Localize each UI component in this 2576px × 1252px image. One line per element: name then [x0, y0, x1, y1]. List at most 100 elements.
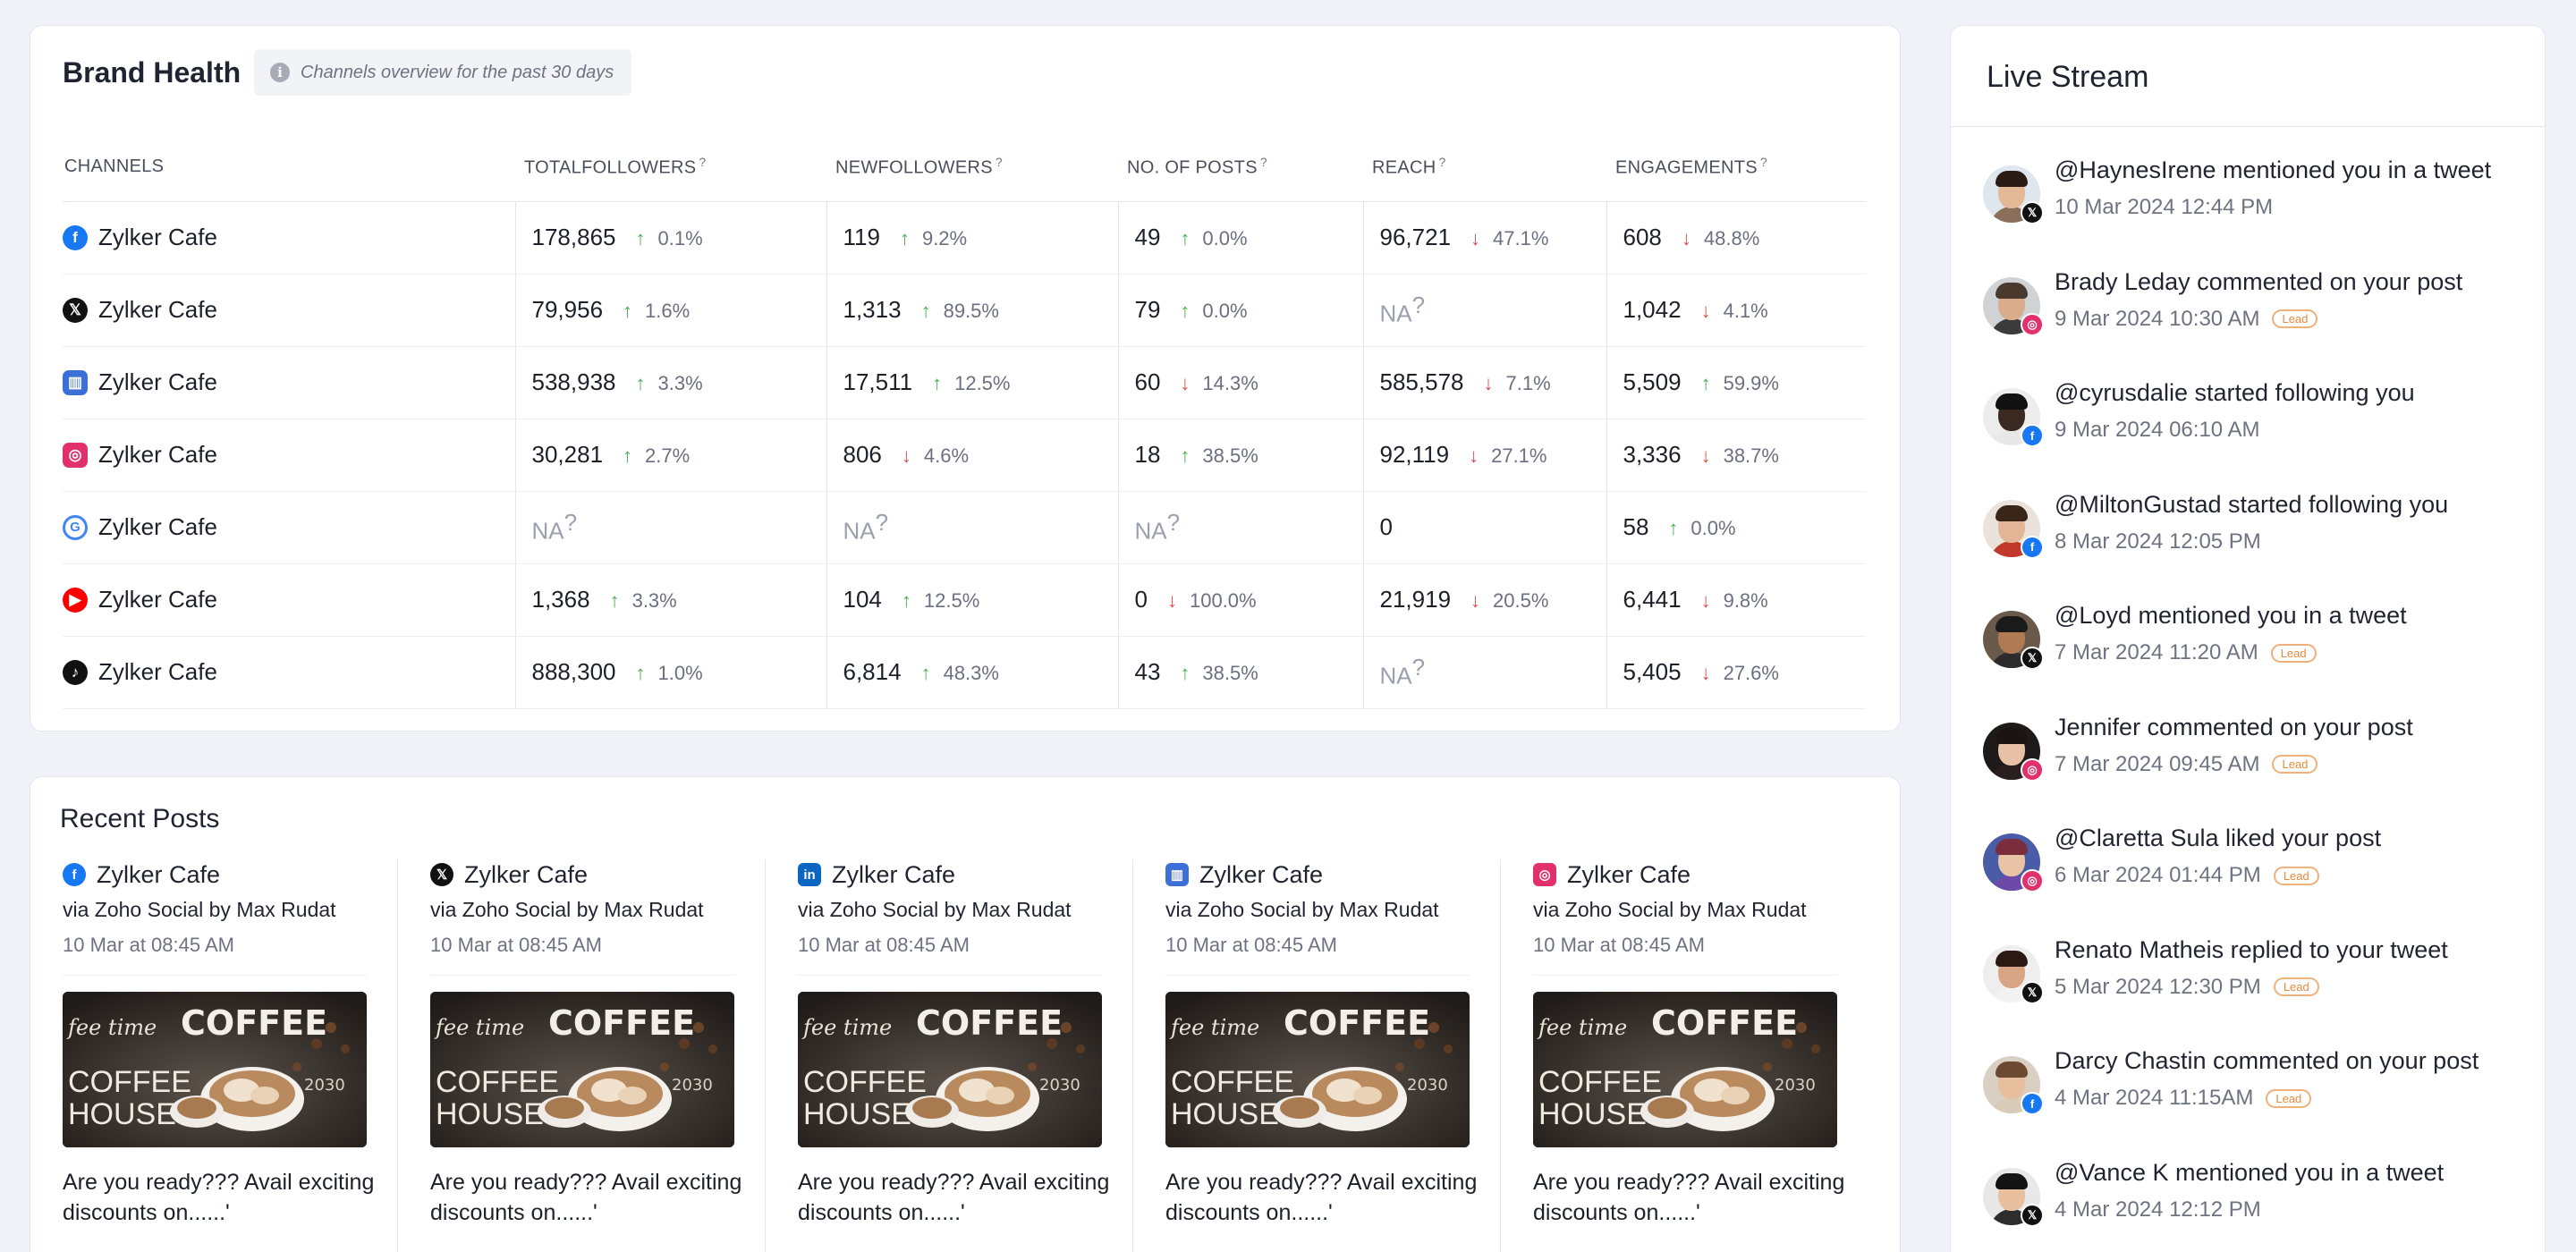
table-row[interactable]: ▥ Zylker Cafe 538,938 ↑ 3.3% 17,511 ↑ 12.5% 60 ↓ 1… [63, 346, 1866, 419]
post-image[interactable]: fee time COFFEE COFFEE HOUSE 2030 [1533, 992, 1837, 1147]
help-icon[interactable]: ? [1166, 509, 1181, 537]
facebook-icon: f [2021, 1092, 2044, 1115]
facebook-icon: f [63, 863, 86, 886]
avatar[interactable]: f [1983, 499, 2044, 559]
live-stream-text[interactable]: @HaynesIrene mentioned you in a tweet [2055, 156, 2492, 183]
channel[interactable]: ▥ Zylker Cafe [63, 368, 515, 396]
post-card[interactable]: ▥ Zylker Cafe via Zoho Social by Max Rudat… [1133, 859, 1501, 1252]
channel[interactable]: ♪ Zylker Cafe [63, 658, 515, 686]
live-stream-text[interactable]: Darcy Chastin commented on your post [2055, 1047, 2479, 1074]
avatar[interactable]: ◎ [1983, 833, 2044, 892]
metric-cell: NA? [1363, 274, 1607, 347]
post-image[interactable]: fee time COFFEE COFFEE HOUSE 2030 [430, 992, 734, 1147]
live-stream-text[interactable]: @MiltonGustad started following you [2055, 490, 2449, 518]
help-icon[interactable]: ? [699, 155, 707, 170]
column-header[interactable]: ENGAGEMENTS? [1606, 133, 1866, 202]
coffee-image: fee time COFFEE COFFEE HOUSE 2030 [1165, 992, 1470, 1147]
table-row[interactable]: ◎ Zylker Cafe 30,281 ↑ 2.7% 806 ↓ 4.6% 18 ↑ 38.5% 9… [63, 419, 1866, 492]
post-card[interactable]: 𝕏 Zylker Cafe via Zoho Social by Max Rudat… [398, 859, 766, 1252]
help-icon[interactable]: ? [1411, 292, 1426, 319]
avatar-hair [1996, 727, 2028, 744]
channel[interactable]: ◎ Zylker Cafe [63, 441, 515, 469]
arrow-down-icon: ↓ [1470, 589, 1481, 612]
live-stream-content: @cyrusdalie started following you 9 Mar 2… [2055, 376, 2415, 487]
channel[interactable]: 𝕏 Zylker Cafe [63, 296, 515, 324]
post-date: 10 Mar at 08:45 AM [63, 934, 367, 976]
post-account-name[interactable]: Zylker Cafe [464, 860, 589, 888]
channel-cell[interactable]: ▶ Zylker Cafe [63, 563, 516, 637]
live-stream-item[interactable]: f @cyrusdalie started following you 9 Mar … [1983, 376, 2529, 487]
post-account-name[interactable]: Zylker Cafe [97, 860, 221, 888]
avatar[interactable]: ◎ [1983, 276, 2044, 336]
help-icon[interactable]: ? [995, 155, 1003, 170]
avatar[interactable]: 𝕏 [1983, 1167, 2044, 1227]
live-stream-item[interactable]: 𝕏 @Vance K mentioned you in a tweet 4 Mar … [1983, 1155, 2529, 1252]
live-stream-text[interactable]: @cyrusdalie started following you [2055, 379, 2415, 406]
metric-cell: 1,313 ↑ 89.5% [826, 274, 1119, 347]
channel[interactable]: f Zylker Cafe [63, 224, 515, 251]
live-stream-item[interactable]: 𝕏 @HaynesIrene mentioned you in a tweet 10… [1983, 153, 2529, 265]
column-header[interactable]: REACH? [1363, 133, 1606, 202]
avatar[interactable]: ◎ [1983, 722, 2044, 782]
post-card[interactable]: ◎ Zylker Cafe via Zoho Social by Max Rudat… [1501, 859, 1868, 1252]
post-account-name[interactable]: Zylker Cafe [1199, 860, 1324, 888]
post-text: Are you ready??? Avail exciting discount… [1533, 1170, 1845, 1225]
arrow-up-icon: ↑ [1180, 300, 1191, 322]
help-icon[interactable]: ? [1438, 155, 1446, 170]
channel-cell[interactable]: ▥ Zylker Cafe [63, 346, 516, 419]
post-image[interactable]: fee time COFFEE COFFEE HOUSE 2030 [798, 992, 1102, 1147]
post-image[interactable]: fee time COFFEE COFFEE HOUSE 2030 [63, 992, 367, 1147]
column-header[interactable]: NEWFOLLOWERS? [826, 133, 1118, 202]
channel-cell[interactable]: 𝕏 Zylker Cafe [63, 274, 516, 347]
metric-change: 0.0% [1202, 300, 1248, 322]
help-icon[interactable]: ? [564, 509, 578, 537]
post-account-name[interactable]: Zylker Cafe [832, 860, 956, 888]
channel-cell[interactable]: f Zylker Cafe [63, 201, 516, 275]
avatar[interactable]: 𝕏 [1983, 165, 2044, 224]
live-stream-item[interactable]: 𝕏 @Loyd mentioned you in a tweet 7 Mar 202… [1983, 598, 2529, 710]
avatar[interactable]: 𝕏 [1983, 944, 2044, 1004]
avatar[interactable]: f [1983, 1056, 2044, 1115]
live-stream-text[interactable]: @Loyd mentioned you in a tweet [2055, 602, 2407, 629]
info-icon: i [270, 63, 290, 82]
live-stream-item[interactable]: ◎ @Claretta Sula liked your post 6 Mar 202… [1983, 821, 2529, 933]
image-year-text: 2030 [1407, 1076, 1448, 1095]
table-row[interactable]: ♪ Zylker Cafe 888,300 ↑ 1.0% 6,814 ↑ 48.3% 43 ↑ 38… [63, 636, 1866, 709]
live-stream-text[interactable]: @Claretta Sula liked your post [2055, 825, 2382, 851]
channel-cell[interactable]: G Zylker Cafe [63, 491, 516, 564]
column-header[interactable]: TOTALFOLLOWERS? [515, 133, 826, 202]
channel-cell[interactable]: ♪ Zylker Cafe [63, 636, 516, 709]
post-image[interactable]: fee time COFFEE COFFEE HOUSE 2030 [1165, 992, 1470, 1147]
live-stream-text[interactable]: Jennifer commented on your post [2055, 713, 2413, 740]
channel[interactable]: G Zylker Cafe [63, 513, 515, 541]
channel[interactable]: ▶ Zylker Cafe [63, 586, 515, 613]
column-header-label: CHANNELS [64, 156, 165, 177]
table-row[interactable]: 𝕏 Zylker Cafe 79,956 ↑ 1.6% 1,313 ↑ 89.5% 79 ↑ 0.0… [63, 274, 1866, 347]
live-stream-item[interactable]: ◎ Jennifer commented on your post 7 Mar 20… [1983, 710, 2529, 822]
help-icon[interactable]: ? [1759, 155, 1767, 170]
column-header[interactable]: NO. OF POSTS? [1118, 133, 1363, 202]
metric-change: 20.5% [1493, 589, 1549, 612]
avatar-hair [1996, 616, 2028, 632]
avatar[interactable]: 𝕏 [1983, 611, 2044, 670]
avatar[interactable]: f [1983, 388, 2044, 447]
live-stream-item[interactable]: ◎ Brady Leday commented on your post 9 Mar… [1983, 265, 2529, 376]
table-row[interactable]: ▶ Zylker Cafe 1,368 ↑ 3.3% 104 ↑ 12.5% 0 ↓ 100.0% 2… [63, 563, 1866, 637]
channel-cell[interactable]: ◎ Zylker Cafe [63, 419, 516, 492]
live-stream-text[interactable]: @Vance K mentioned you in a tweet [2055, 1158, 2445, 1186]
post-card[interactable]: f Zylker Cafe via Zoho Social by Max Rudat… [30, 859, 398, 1252]
help-icon[interactable]: ? [1411, 654, 1426, 681]
post-account-name[interactable]: Zylker Cafe [1567, 860, 1691, 888]
table-row[interactable]: G Zylker Cafe NA? NA? NA? 0 58 ↑ 0.0% [63, 491, 1866, 564]
live-stream-text[interactable]: Renato Matheis replied to your tweet [2055, 935, 2448, 963]
help-icon[interactable]: ? [875, 509, 889, 537]
post-card[interactable]: in Zylker Cafe via Zoho Social by Max Ruda… [766, 859, 1133, 1252]
live-stream-item[interactable]: 𝕏 Renato Matheis replied to your tweet 5 M… [1983, 933, 2529, 1045]
column-header[interactable]: CHANNELS [63, 133, 515, 202]
help-icon[interactable]: ? [1259, 155, 1267, 170]
live-stream-text[interactable]: Brady Leday commented on your post [2055, 267, 2463, 295]
table-row[interactable]: f Zylker Cafe 178,865 ↑ 0.1% 119 ↑ 9.2% 49 ↑ 0.0% 9… [63, 201, 1866, 275]
live-stream-item[interactable]: f @MiltonGustad started following you 8 Ma… [1983, 487, 2529, 599]
live-stream-list[interactable]: 𝕏 @HaynesIrene mentioned you in a tweet 10… [1983, 153, 2529, 1252]
live-stream-item[interactable]: f Darcy Chastin commented on your post 4 M… [1983, 1044, 2529, 1155]
